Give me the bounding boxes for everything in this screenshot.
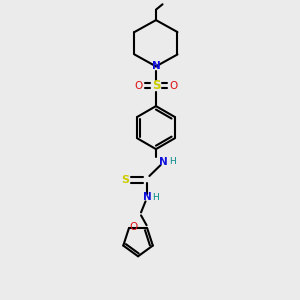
Text: S: S	[152, 79, 160, 92]
Text: N: N	[159, 157, 168, 166]
Text: H: H	[153, 193, 159, 202]
Text: O: O	[130, 222, 138, 232]
Text: O: O	[169, 81, 177, 91]
Text: N: N	[152, 61, 160, 71]
Text: H: H	[169, 157, 176, 166]
Text: S: S	[122, 175, 130, 184]
Text: O: O	[134, 81, 143, 91]
Text: N: N	[142, 193, 152, 202]
